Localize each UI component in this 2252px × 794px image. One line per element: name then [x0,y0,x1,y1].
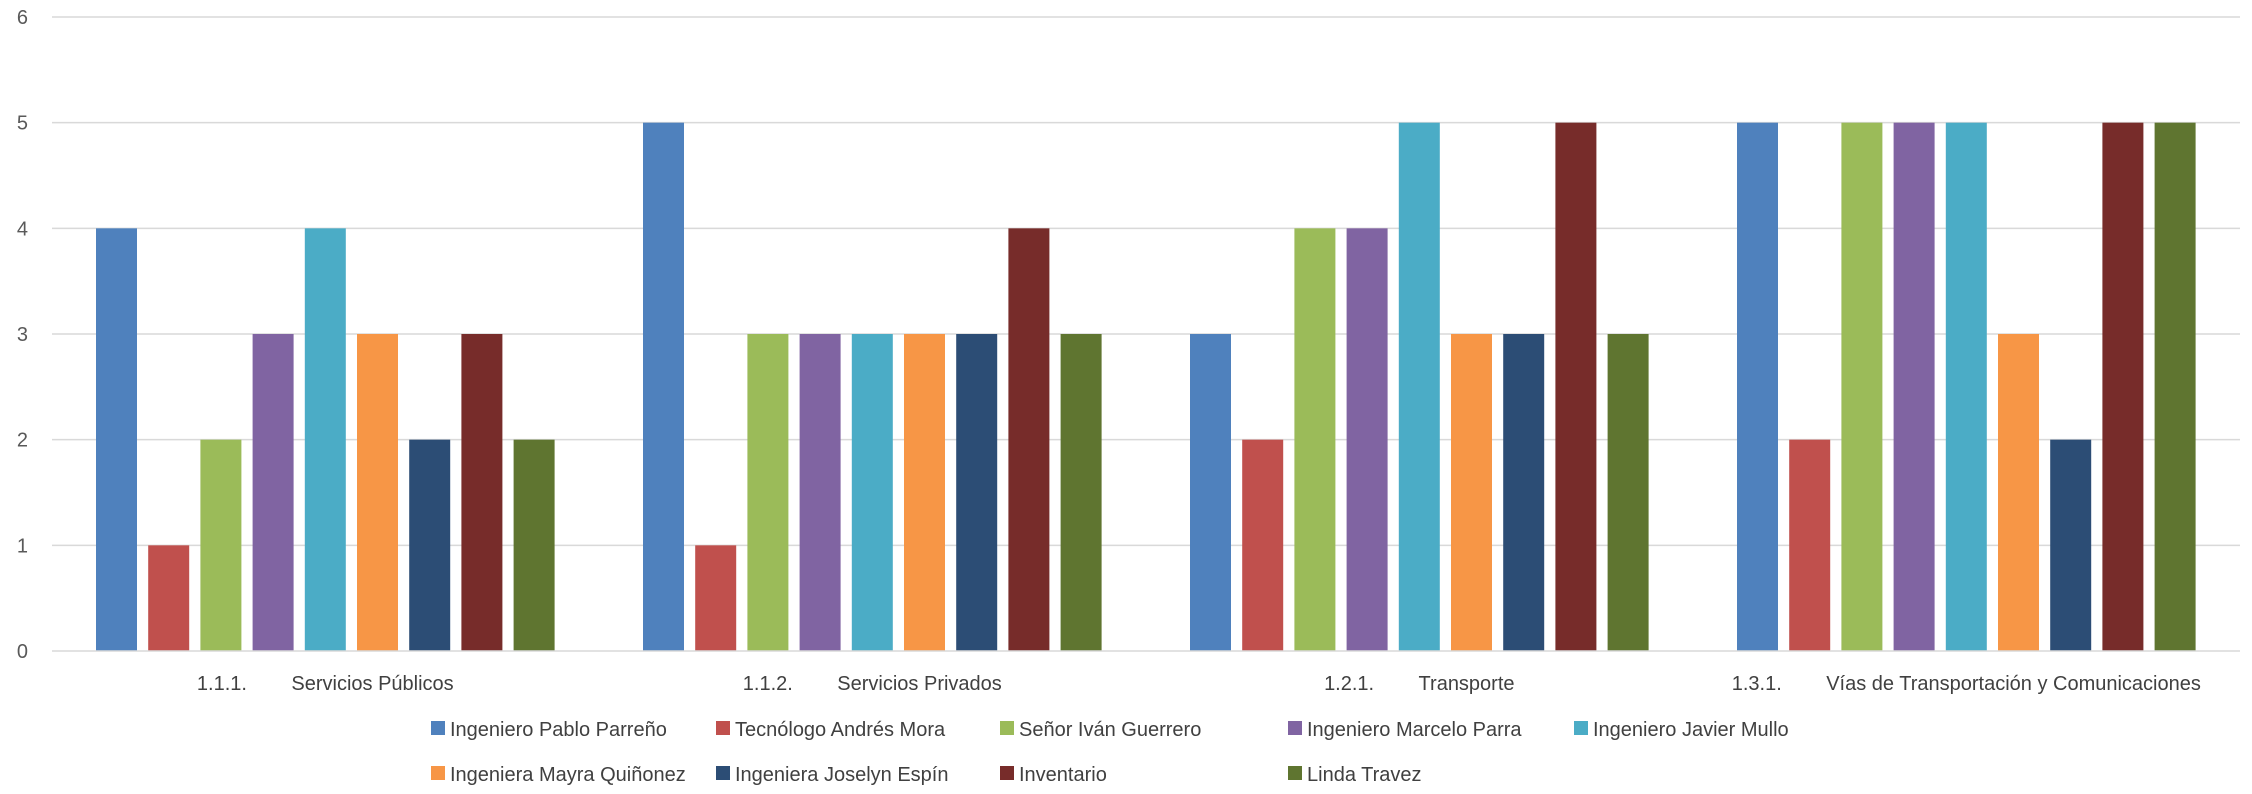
y-tick-label: 1 [17,535,28,557]
legend-swatch [1000,721,1014,735]
bar [695,545,737,651]
legend-entry: Ingeniera Mayra Quiñonez [450,764,686,786]
bar [747,334,789,651]
bar [1346,228,1388,652]
bar [643,122,684,651]
bar [1451,334,1492,651]
bar [252,334,294,651]
bar [513,439,555,651]
bar [2154,122,2196,651]
bar [2102,122,2144,651]
bar [409,439,451,651]
bar [1893,122,1935,651]
bar [1945,122,1987,651]
legend-swatch [1574,721,1588,735]
legend-entry: Ingeniero Marcelo Parra [1307,719,1522,741]
bar [96,228,137,652]
bar [956,334,998,651]
legend-swatch [1000,766,1014,780]
bar [1555,122,1597,651]
bar [2050,439,2092,651]
legend-swatch [1288,766,1302,780]
bar [461,334,503,651]
bar [1998,334,2039,651]
bar [1841,122,1883,651]
bar [1607,334,1649,651]
bar [904,334,945,651]
y-axis-tick-labels: 0 1 2 3 4 5 6 [17,7,28,663]
bar [200,439,242,651]
legend-swatch [716,766,730,780]
legend-entry: Inventario [1019,764,1107,786]
y-tick-label: 3 [17,324,28,346]
x-category-label: 1.3.1. Vías de Transportación y Comunica… [1732,673,2201,695]
x-category-label: 1.1.1. Servicios Públicos [197,673,454,695]
y-tick-label: 2 [17,430,28,452]
legend-entry: Ingeniero Javier Mullo [1593,719,1789,741]
legend-swatch [716,721,730,735]
x-category-label: 1.1.2. Servicios Privados [743,673,1002,695]
legend-swatch [431,766,445,780]
bar [851,334,893,651]
bar [1503,334,1545,651]
bar [148,545,190,651]
y-tick-label: 6 [17,7,28,29]
bar [1398,122,1440,651]
legend: Ingeniero Pablo Parreño Tecnólogo Andrés … [431,719,1789,786]
legend-entry: Ingeniero Pablo Parreño [450,719,667,741]
legend-entry: Tecnólogo Andrés Mora [735,719,946,741]
bar [1008,228,1050,652]
legend-swatch [431,721,445,735]
bar-marks [96,122,2196,652]
y-tick-label: 4 [17,218,28,240]
x-axis-category-labels: 1.1.1. Servicios Públicos 1.1.2. Servicio… [197,673,2201,695]
bar [799,334,841,651]
bar [1242,439,1284,651]
bar [1060,334,1102,651]
legend-swatch [1288,721,1302,735]
legend-entry: Señor Iván Guerrero [1019,719,1201,741]
bar [357,334,398,651]
y-tick-label: 5 [17,113,28,135]
legend-entry: Ingeniera Joselyn Espín [735,764,948,786]
x-category-label: 1.2.1. Transporte [1324,673,1514,695]
legend-entry: Linda Travez [1307,764,1422,786]
bar [304,228,346,652]
y-tick-label: 0 [17,641,28,663]
bar [1789,439,1831,651]
bar [1190,334,1231,651]
bar [1294,228,1336,652]
bar [1737,122,1778,651]
